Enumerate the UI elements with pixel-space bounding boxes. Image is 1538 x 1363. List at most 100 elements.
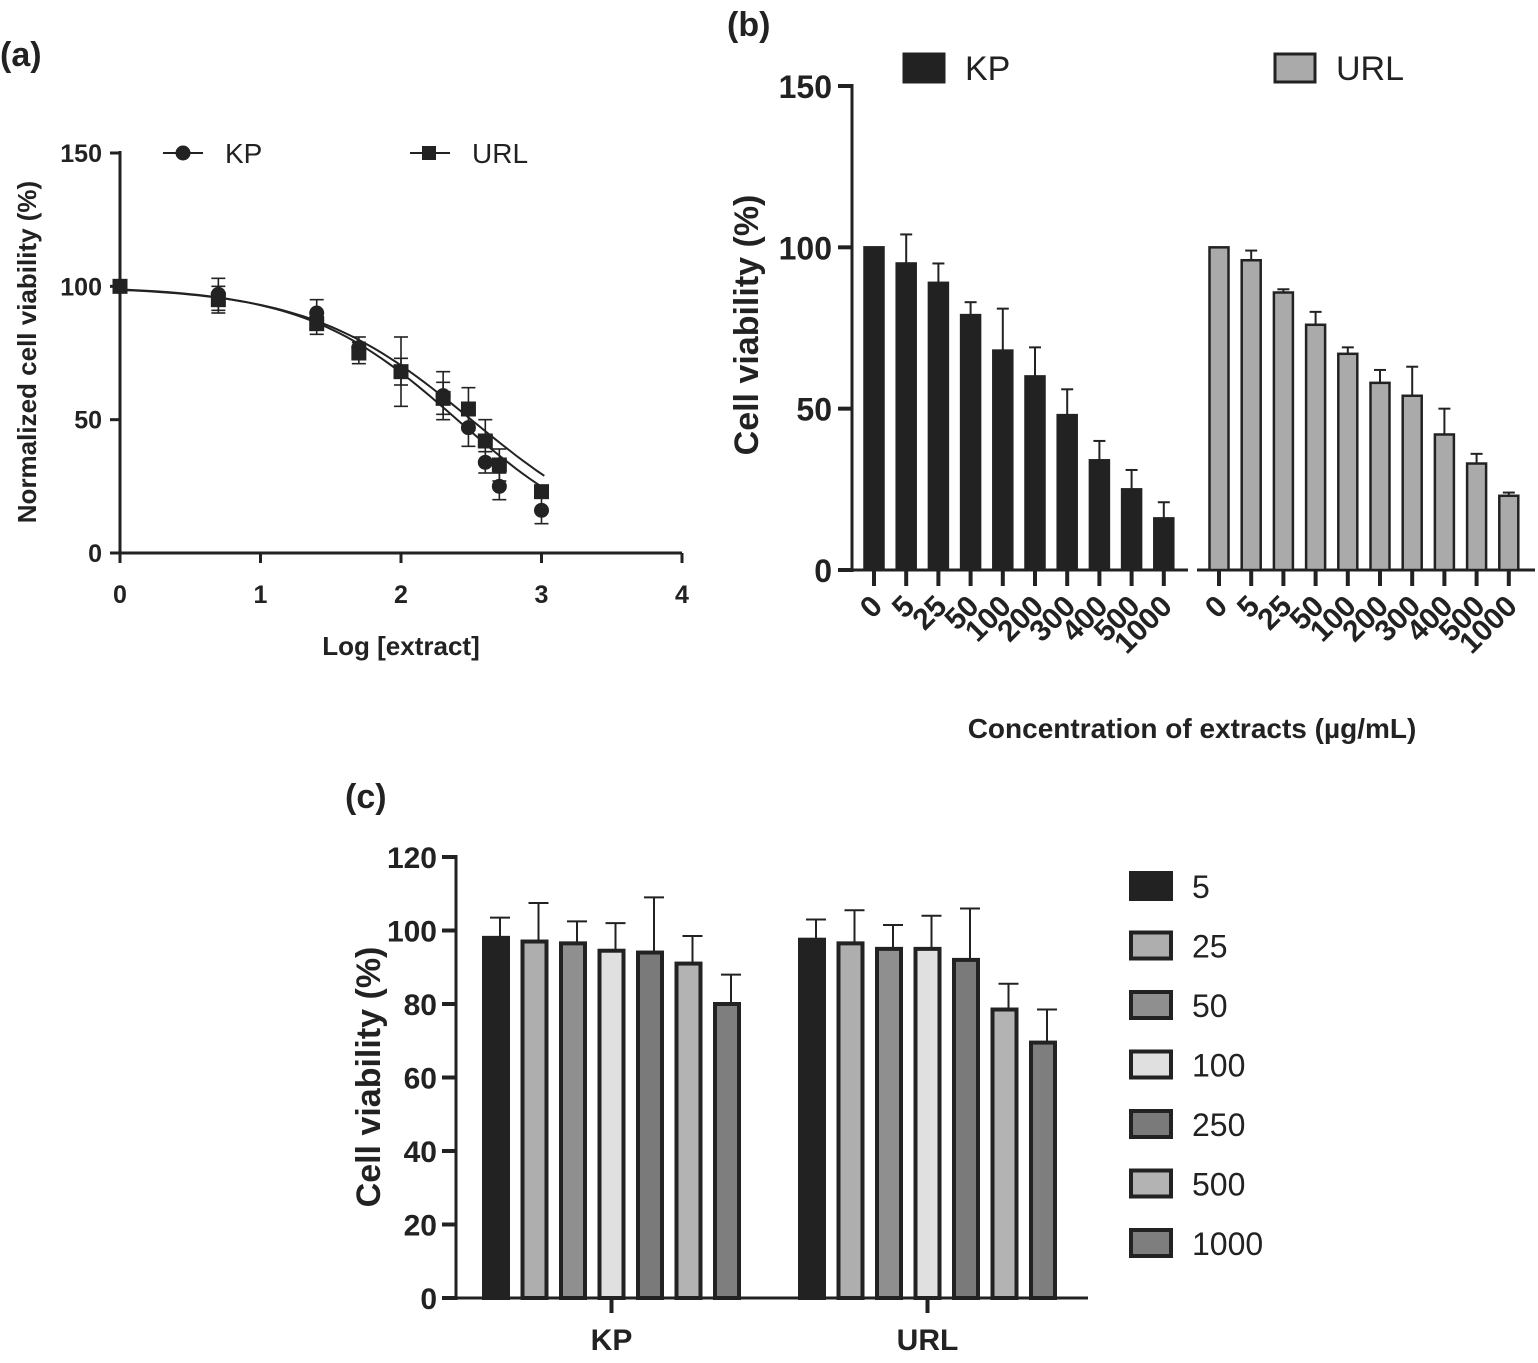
- legend-label-25: 25: [1192, 929, 1228, 965]
- panel-c-y-tick-label: 100: [387, 916, 437, 949]
- panel-a-y-tick-label: 150: [60, 140, 102, 168]
- panel-c-bars: KP URL: [482, 896, 1057, 1357]
- panel-b-y-tick-label: 0: [814, 553, 832, 589]
- legend-kp-swatch: [902, 52, 946, 84]
- panel-b-bar-kp: [895, 262, 917, 572]
- panel-b-y-tick-label: 150: [779, 69, 832, 105]
- legend-swatch-1000: [1129, 1228, 1173, 1258]
- panel-a-point-url: [477, 433, 493, 449]
- panel-b-y-label: Cell viability (%): [728, 195, 766, 456]
- panel-c-x-tick-label: URL: [897, 1324, 959, 1357]
- panel-c-bar-url-500: [990, 1007, 1019, 1300]
- panel-c-x-tick-label: KP: [591, 1324, 633, 1357]
- panel-c-label: (c): [345, 778, 387, 816]
- panel-a-y-ticks: 0 50 100 150: [60, 140, 120, 568]
- panel-a-plot-area: [112, 277, 549, 525]
- panel-a-y-tick-label: 50: [74, 407, 102, 435]
- legend-kp-label: KP: [225, 138, 262, 169]
- panel-a-point-url: [491, 457, 507, 473]
- panel-c-bar-kp-1000: [713, 1002, 741, 1300]
- legend-label-250: 250: [1192, 1107, 1245, 1143]
- panel-c-y-ticks: 0 20 40 60 80 100 120: [387, 842, 456, 1316]
- panel-b-y-tick-label: 100: [779, 230, 832, 266]
- panel-c-bar-kp-25: [520, 939, 549, 1301]
- legend-swatch-50: [1129, 990, 1173, 1020]
- panel-c-bar-kp-100: [597, 948, 626, 1301]
- legend-kp-label: KP: [965, 50, 1010, 88]
- legend-label-500: 500: [1192, 1167, 1245, 1203]
- panel-a-legend: KP URL: [163, 138, 528, 169]
- panel-a-point-kp: [534, 502, 549, 518]
- panel-a-x-tick-label: 3: [535, 581, 549, 609]
- panel-a: (a) 0 50 100 150 0 1 2 3 4 Log [extract] Normal…: [0, 36, 689, 661]
- panel-b-bar-kp: [863, 246, 885, 572]
- panel-b-bar-url: [1465, 462, 1488, 572]
- panel-a-point-kp: [491, 478, 507, 494]
- panel-b-bar-url: [1433, 433, 1456, 572]
- panel-a-y-tick-label: 100: [60, 273, 102, 301]
- panel-b-bar-url: [1337, 352, 1359, 572]
- panel-b-bar-url: [1272, 291, 1295, 572]
- panel-a-point-url: [435, 390, 451, 406]
- panel-a-x-tick-label: 1: [254, 581, 268, 609]
- panel-b-bar-kp: [992, 349, 1014, 572]
- legend-kp-circle-marker: [175, 145, 191, 161]
- panel-a-x-tick-label: 0: [113, 581, 127, 609]
- legend-url-label: URL: [1336, 50, 1404, 88]
- legend-swatch-250: [1129, 1109, 1173, 1139]
- panel-c-bar-url-5: [798, 937, 826, 1300]
- panel-a-fit-curve-url: [119, 288, 545, 477]
- panel-b-label: (b): [727, 6, 770, 44]
- panel-b-x-tick-label: 0: [1199, 590, 1234, 625]
- panel-a-y-tick-label: 0: [88, 540, 102, 568]
- panel-a-x-tick-label: 4: [675, 581, 689, 609]
- panel-a-y-label: Normalized cell viability (%): [12, 181, 42, 523]
- panel-b-x-label: Concentration of extracts (µg/mL): [968, 713, 1417, 744]
- legend-url-swatch: [1273, 52, 1317, 84]
- legend-label-100: 100: [1192, 1048, 1245, 1084]
- panel-b-bar-kp: [959, 313, 982, 572]
- panel-b-bar-url: [1369, 381, 1391, 572]
- panel-a-point-url: [309, 316, 325, 332]
- panel-a-point-url: [112, 278, 128, 294]
- panel-b-legend: KP URL: [902, 50, 1404, 88]
- panel-c-bar-url-50: [875, 946, 903, 1300]
- panel-a-x-label: Log [extract]: [322, 631, 479, 661]
- legend-url-label: URL: [472, 138, 528, 169]
- panel-c-bar-kp-50: [559, 941, 587, 1300]
- panel-c-y-tick-label: 40: [404, 1136, 437, 1169]
- panel-c-bar-kp-250: [636, 950, 664, 1300]
- legend-url-square-marker: [422, 146, 436, 160]
- panel-a-x-ticks: 0 1 2 3 4: [113, 553, 689, 609]
- panel-c-legend: 5 25 50 100 250 500 1000: [1129, 869, 1263, 1262]
- legend-label-1000: 1000: [1192, 1226, 1263, 1262]
- panel-b-bar-kp: [927, 281, 950, 572]
- panel-c-y-tick-label: 20: [404, 1210, 437, 1243]
- legend-swatch-100: [1129, 1049, 1173, 1080]
- panel-c-y-label: Cell viability (%): [350, 947, 388, 1208]
- panel-b-bar-kp: [1056, 413, 1078, 572]
- panel-c-bar-url-25: [836, 941, 865, 1300]
- panel-a-point-url: [393, 364, 409, 380]
- panel-b-bar-kp: [1088, 459, 1111, 572]
- panel-c-bar-kp-5: [482, 935, 510, 1300]
- panel-b-bar-kp: [1024, 375, 1046, 572]
- panel-b-bar-url: [1240, 258, 1262, 572]
- panel-a-point-url: [534, 484, 549, 500]
- panel-b-bar-url: [1498, 494, 1520, 572]
- panel-a-label: (a): [0, 36, 42, 74]
- panel-c-y-tick-label: 60: [404, 1063, 437, 1096]
- panel-a-x-tick-label: 2: [394, 581, 408, 609]
- panel-c-y-tick-label: 80: [404, 989, 437, 1022]
- legend-label-50: 50: [1192, 988, 1228, 1024]
- panel-b-bar-kp: [1153, 517, 1175, 572]
- legend-swatch-500: [1129, 1168, 1173, 1199]
- legend-label-5: 5: [1192, 869, 1210, 905]
- panel-b-y-ticks: 0 50 100 150: [779, 69, 852, 589]
- legend-swatch-25: [1129, 930, 1173, 961]
- panel-a-point-url: [460, 401, 476, 417]
- legend-swatch-5: [1129, 871, 1173, 901]
- panel-c: (c) 0 20 40 60 80 100 120 KP URL Cell viability…: [345, 778, 1263, 1357]
